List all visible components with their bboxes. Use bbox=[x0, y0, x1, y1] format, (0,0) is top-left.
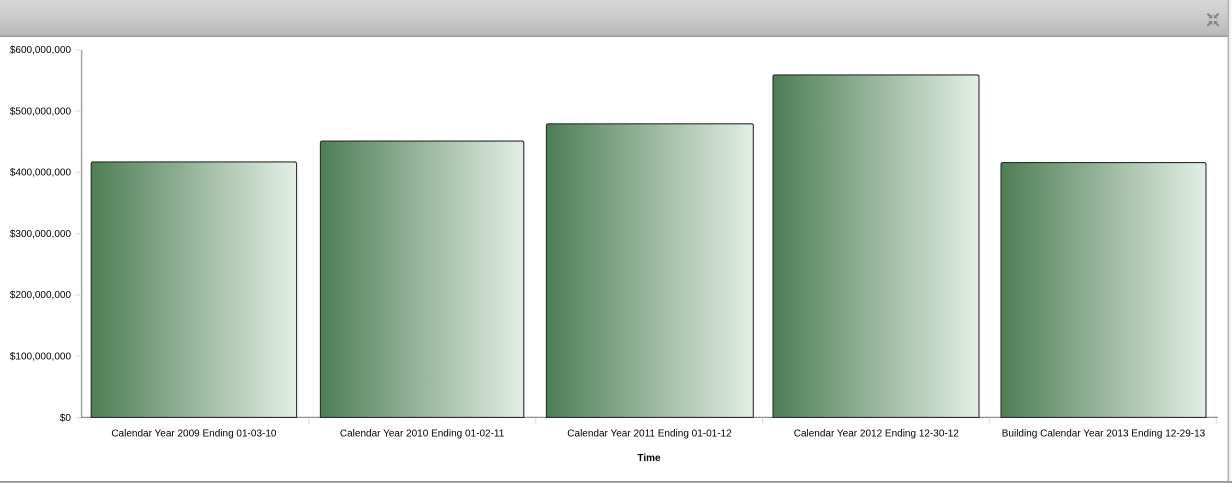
svg-text:$600,000,000: $600,000,000 bbox=[10, 45, 72, 56]
svg-text:Calendar Year 2010 Ending 01-0: Calendar Year 2010 Ending 01-02-11 bbox=[340, 429, 505, 440]
svg-text:$200,000,000: $200,000,000 bbox=[10, 290, 72, 301]
svg-text:Building Calendar Year 2013 En: Building Calendar Year 2013 Ending 12-29… bbox=[1002, 429, 1206, 440]
svg-text:$300,000,000: $300,000,000 bbox=[10, 229, 72, 240]
svg-text:Calendar Year 2012 Ending 12-3: Calendar Year 2012 Ending 12-30-12 bbox=[794, 429, 960, 440]
svg-text:Calendar Year 2011 Ending 01-0: Calendar Year 2011 Ending 01-01-12 bbox=[567, 429, 732, 440]
svg-text:Calendar Year 2009 Ending 01-0: Calendar Year 2009 Ending 01-03-10 bbox=[111, 429, 277, 440]
svg-text:$100,000,000: $100,000,000 bbox=[10, 352, 72, 363]
svg-text:$500,000,000: $500,000,000 bbox=[10, 106, 72, 117]
svg-text:Time: Time bbox=[637, 453, 661, 464]
svg-text:$0: $0 bbox=[60, 413, 72, 424]
svg-text:$400,000,000: $400,000,000 bbox=[10, 168, 72, 179]
